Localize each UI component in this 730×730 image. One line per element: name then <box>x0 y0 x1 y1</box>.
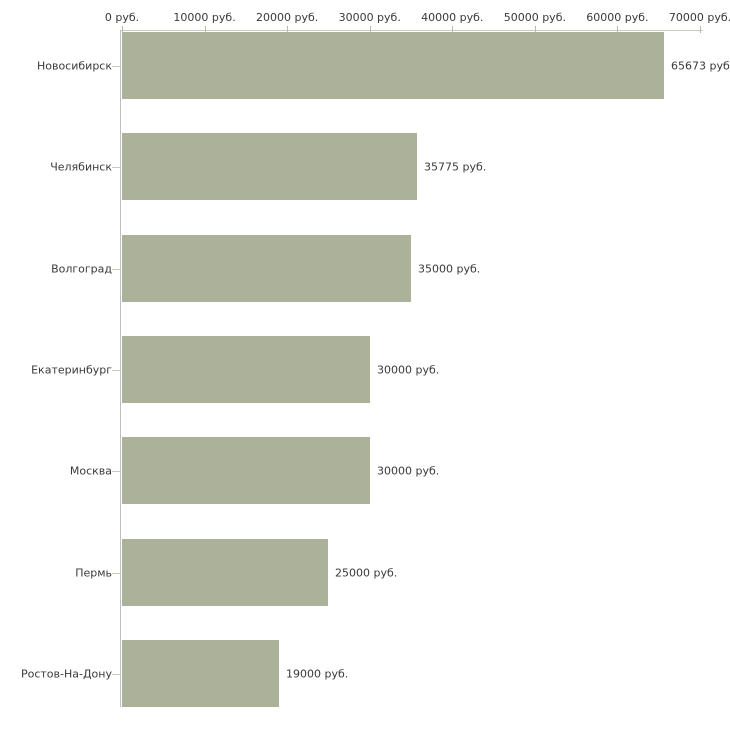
bar <box>122 133 417 200</box>
value-label: 65673 руб. <box>671 59 730 72</box>
x-axis-tick-label: 60000 руб. <box>586 11 649 24</box>
bar <box>122 539 328 606</box>
category-label: Москва <box>69 464 112 477</box>
bar <box>122 336 370 403</box>
category-tick-mark <box>112 369 120 371</box>
value-label: 35775 руб. <box>424 160 487 173</box>
category-tick-mark <box>112 268 120 270</box>
bar-row: Екатеринбург 30000 руб. <box>0 336 730 403</box>
x-axis-tick-label: 40000 руб. <box>421 11 484 24</box>
x-axis-tick-mark <box>700 26 701 33</box>
y-axis-line <box>120 30 121 707</box>
category-label: Ростов-На-Дону <box>20 667 112 680</box>
value-label: 25000 руб. <box>335 566 398 579</box>
bar-row: Новосибирск 65673 руб. <box>0 32 730 99</box>
bar-row: Волгоград 35000 руб. <box>0 235 730 302</box>
category-label: Пермь <box>75 566 112 579</box>
value-label: 19000 руб. <box>286 667 349 680</box>
category-label: Челябинск <box>50 160 112 173</box>
category-label: Новосибирск <box>36 59 112 72</box>
bar-row: Челябинск 35775 руб. <box>0 133 730 200</box>
value-label: 30000 руб. <box>377 464 440 477</box>
category-tick-mark <box>112 65 120 67</box>
x-axis-tick-label: 50000 руб. <box>503 11 566 24</box>
x-axis-line <box>120 30 703 31</box>
x-axis-tick-label: 30000 руб. <box>338 11 401 24</box>
value-label: 30000 руб. <box>377 363 440 376</box>
x-axis-tick-label: 0 руб. <box>104 11 140 24</box>
x-axis-tick-label: 20000 руб. <box>256 11 319 24</box>
value-label: 35000 руб. <box>418 262 481 275</box>
category-tick-mark <box>112 673 120 675</box>
x-axis-tick-mark <box>534 26 536 33</box>
bar-row: Москва 30000 руб. <box>0 437 730 504</box>
x-axis-tick-mark <box>287 26 289 33</box>
bar-row: Ростов-На-Дону 19000 руб. <box>0 640 730 707</box>
category-tick-mark <box>112 166 120 168</box>
category-label: Екатеринбург <box>31 363 112 376</box>
category-tick-mark <box>112 572 120 574</box>
x-axis-tick-mark <box>452 26 454 33</box>
x-axis-tick-mark <box>204 26 206 33</box>
x-axis-tick-label: 10000 руб. <box>173 11 236 24</box>
bar <box>122 437 370 504</box>
bar <box>122 32 664 99</box>
category-tick-mark <box>112 470 120 472</box>
bar <box>122 235 411 302</box>
bar <box>122 640 279 707</box>
category-label: Волгоград <box>51 262 112 275</box>
x-axis-tick-mark <box>369 26 371 33</box>
bar-row: Пермь 25000 руб. <box>0 539 730 606</box>
x-axis-tick-mark <box>617 26 619 33</box>
x-axis-tick-mark <box>122 26 123 33</box>
x-axis-tick-label: 70000 руб. <box>668 11 730 24</box>
